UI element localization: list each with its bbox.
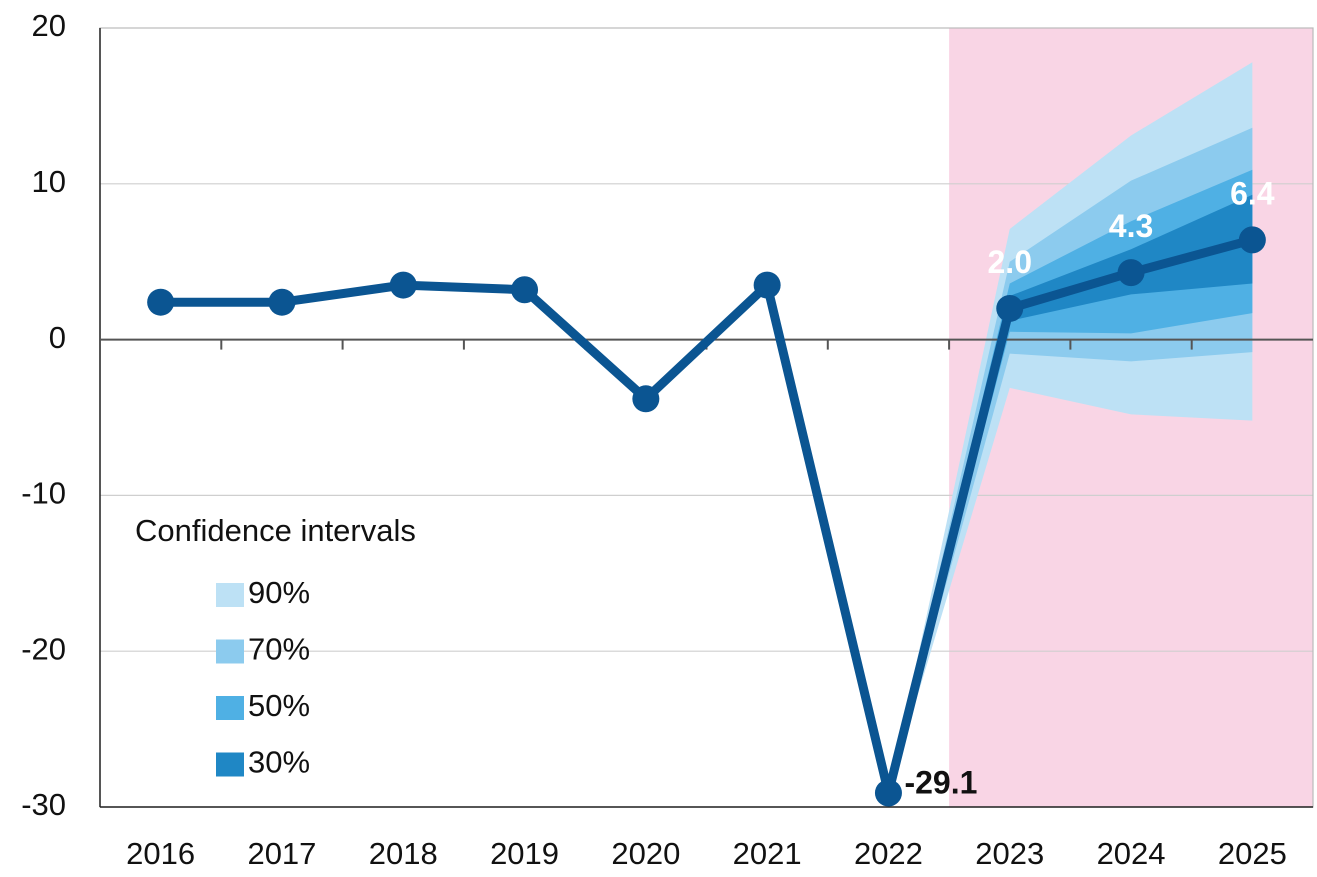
data-point: [1238, 226, 1266, 254]
data-label: 6.4: [1230, 175, 1275, 211]
data-point: [511, 276, 539, 304]
y-tick-label: 10: [32, 164, 66, 199]
x-tick-label: 2019: [490, 836, 559, 871]
legend-label: 50%: [248, 688, 310, 723]
data-point: [1117, 259, 1145, 287]
line-series: [160, 235, 1254, 798]
confidence-band: [888, 194, 1253, 793]
x-tick-label: 2017: [247, 836, 316, 871]
data-point: [389, 271, 417, 299]
y-tick-label: 20: [32, 8, 66, 43]
legend-swatch: [216, 639, 244, 664]
data-point: [632, 385, 660, 413]
x-tick-label: 2023: [975, 836, 1044, 871]
y-tick-label: -20: [21, 631, 66, 666]
x-tick-label: 2020: [611, 836, 680, 871]
legend-swatch: [216, 583, 244, 607]
legend-title: Confidence intervals: [135, 513, 416, 548]
x-tick-label: 2018: [369, 836, 438, 871]
legend-label: 70%: [248, 632, 310, 667]
confidence-band: [888, 169, 1253, 793]
data-point: [874, 779, 902, 807]
x-tick-label: 2016: [126, 836, 195, 871]
legend-swatch: [216, 752, 244, 777]
legend-swatch: [216, 696, 244, 720]
x-tick-label: 2025: [1218, 836, 1287, 871]
data-label: 2.0: [988, 244, 1032, 280]
legend-label: 30%: [248, 745, 310, 780]
y-tick-label: -10: [21, 476, 66, 511]
x-tick-label: 2022: [854, 836, 923, 871]
x-tick-label: 2024: [1097, 836, 1166, 871]
data-point: [753, 271, 781, 299]
x-tick-label: 2021: [733, 836, 802, 871]
data-point: [996, 294, 1024, 322]
data-label: -29.1: [904, 764, 977, 800]
y-tick-label: 0: [49, 320, 66, 355]
data-point: [268, 288, 296, 316]
data-label: 4.3: [1109, 208, 1153, 244]
y-tick-label: -30: [21, 787, 66, 822]
data-point: [147, 288, 175, 316]
legend-label: 90%: [248, 575, 310, 610]
